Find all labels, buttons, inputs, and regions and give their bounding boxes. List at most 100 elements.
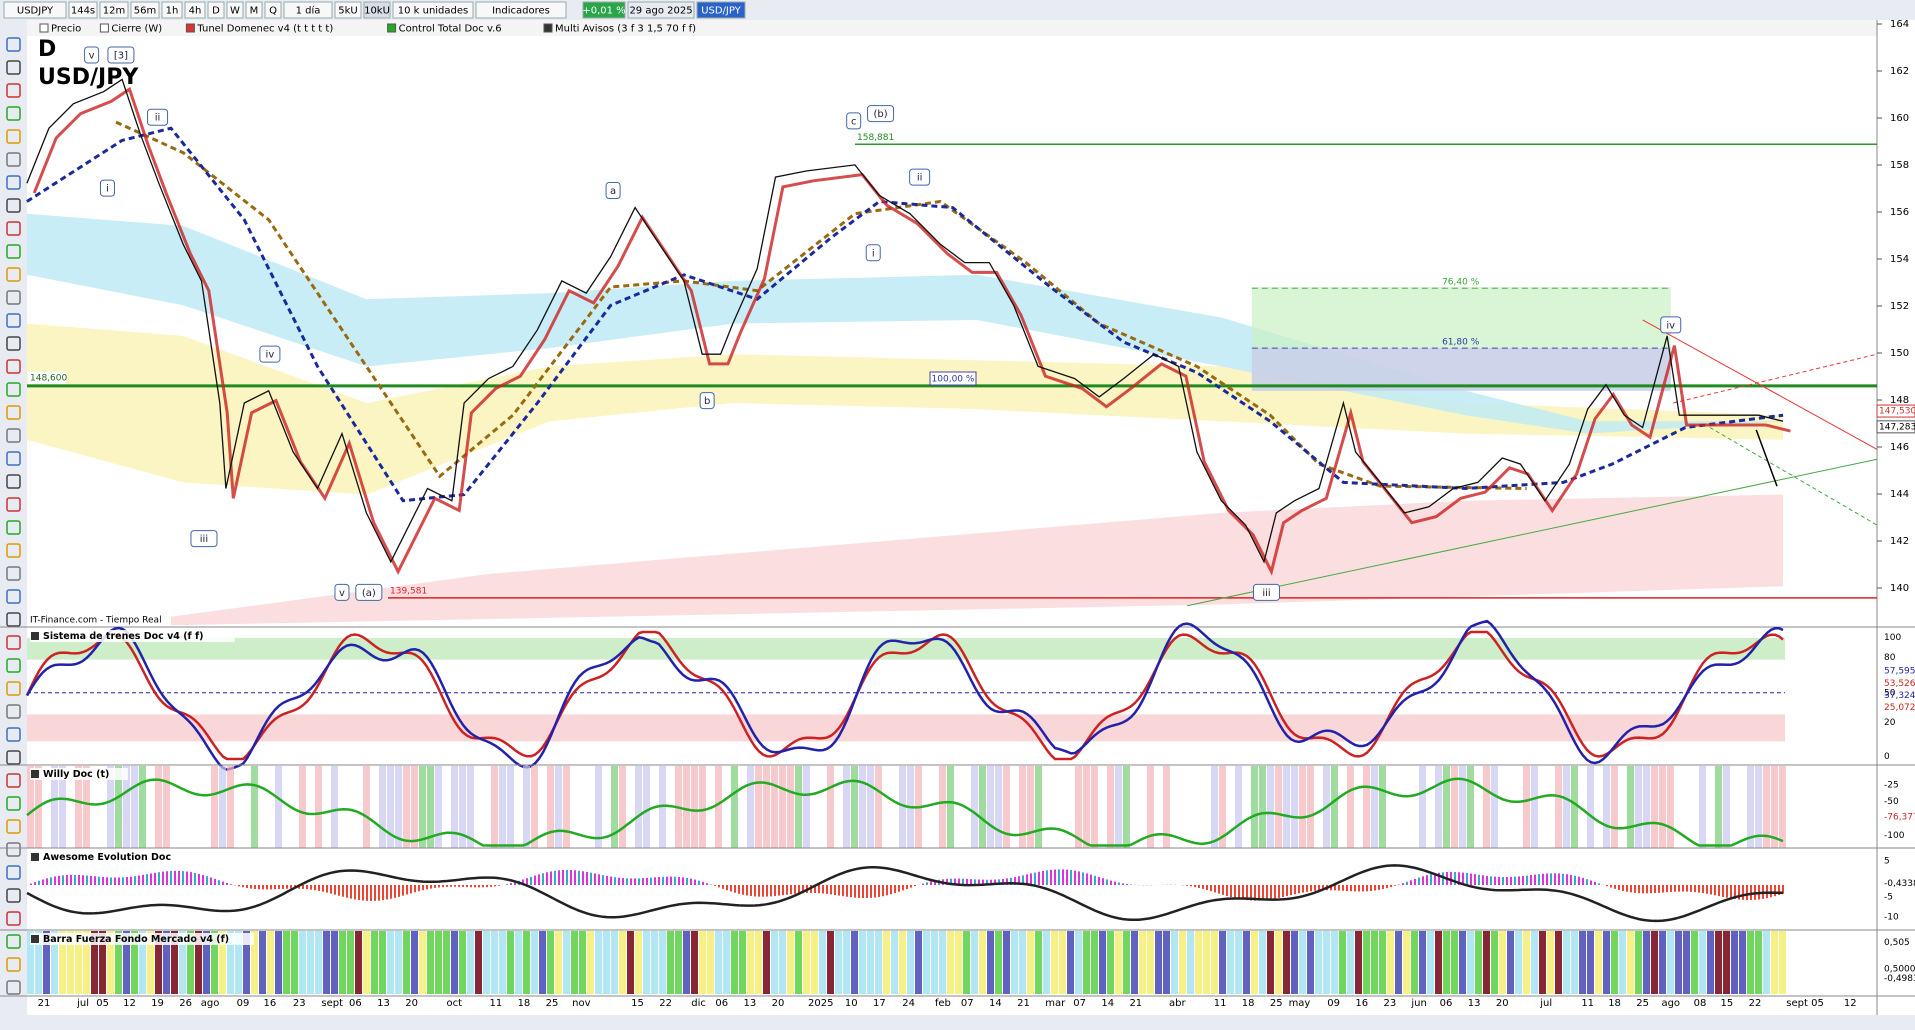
toolbar-label[interactable]: D (212, 6, 220, 17)
toolbar-button[interactable] (207, 1, 225, 19)
tool-icon[interactable] (6, 543, 21, 558)
tool-icon[interactable] (6, 405, 21, 420)
toolbar-button[interactable] (3, 1, 67, 19)
bar-strip (907, 931, 914, 994)
tool-icon[interactable] (6, 704, 21, 719)
tool-icon[interactable] (6, 83, 21, 98)
tool-icon[interactable] (6, 336, 21, 351)
toolbar-button[interactable] (363, 1, 391, 19)
tool-icon[interactable] (6, 612, 21, 627)
tool-icon[interactable] (6, 911, 21, 926)
toolbar-button[interactable] (184, 1, 206, 19)
panel-icon[interactable] (31, 632, 39, 640)
toolbar-button[interactable] (582, 1, 626, 19)
tool-icon[interactable] (6, 313, 21, 328)
tool-icon[interactable] (6, 796, 21, 811)
legend-swatch[interactable] (39, 23, 49, 33)
toolbar-button[interactable] (264, 1, 282, 19)
legend-swatch[interactable] (387, 23, 397, 33)
tool-icon[interactable] (6, 957, 21, 972)
bar-strip (1187, 931, 1194, 994)
panel-icon[interactable] (31, 853, 39, 861)
toolbar-label[interactable]: USD/JPY (701, 6, 741, 17)
toolbar-label[interactable]: 10kU (364, 6, 390, 17)
toolbar-label[interactable]: 10 k unidades (398, 6, 469, 17)
tool-icon[interactable] (6, 566, 21, 581)
toolbar-label[interactable]: 5kU (338, 6, 357, 17)
toolbar-button[interactable] (392, 1, 474, 19)
tool-icon[interactable] (6, 520, 21, 535)
toolbar-button[interactable] (627, 1, 695, 19)
tool-icon[interactable] (6, 589, 21, 604)
legend-entry[interactable]: Multi Avisos (3 f 3 1,5 70 f f) (555, 24, 696, 35)
bar-strip (1675, 931, 1682, 994)
bar-strip (1451, 766, 1458, 848)
tool-icon[interactable] (6, 244, 21, 259)
toolbar-button[interactable] (226, 1, 244, 19)
tool-icon[interactable] (6, 60, 21, 75)
legend-swatch[interactable] (99, 23, 109, 33)
legend-swatch[interactable] (543, 23, 553, 33)
legend-entry[interactable]: Tunel Domenec v4 (t t t t t) (196, 24, 333, 35)
tool-icon[interactable] (6, 658, 21, 673)
tool-icon[interactable] (6, 198, 21, 213)
tool-icon[interactable] (6, 382, 21, 397)
toolbar-label[interactable]: 1 día (296, 5, 321, 17)
toolbar-label[interactable]: W (230, 6, 240, 17)
toolbar-button[interactable] (334, 1, 362, 19)
toolbar-label[interactable]: 56m (134, 6, 156, 17)
toolbar-label[interactable]: 4h (189, 6, 202, 17)
tool-icon[interactable] (6, 888, 21, 903)
toolbar-label[interactable]: Q (269, 6, 277, 17)
tool-icon[interactable] (6, 727, 21, 742)
panel-icon[interactable] (31, 935, 39, 943)
tool-icon[interactable] (6, 290, 21, 305)
x-tick-label: 18 (1242, 998, 1255, 1009)
tool-icon[interactable] (6, 819, 21, 834)
tool-icon[interactable] (6, 129, 21, 144)
toolbar-button[interactable] (99, 1, 129, 19)
last-price-tag (1876, 420, 1915, 434)
toolbar-button[interactable] (696, 1, 746, 19)
legend-entry[interactable]: Precio (51, 24, 81, 35)
tool-icon[interactable] (6, 106, 21, 121)
tool-icon[interactable] (6, 635, 21, 650)
tool-icon[interactable] (6, 221, 21, 236)
tool-icon[interactable] (6, 451, 21, 466)
oscillator (26, 864, 1784, 923)
tool-icon[interactable] (6, 152, 21, 167)
toolbar-label[interactable]: M (250, 6, 259, 17)
tool-icon[interactable] (6, 980, 21, 995)
legend-entry[interactable]: Cierre (W) (111, 24, 162, 35)
tool-icon[interactable] (6, 497, 21, 512)
toolbar-label[interactable]: 1h (166, 6, 179, 17)
toolbar-button[interactable] (245, 1, 263, 19)
tool-icon[interactable] (6, 865, 21, 880)
tool-icon[interactable] (6, 359, 21, 374)
tool-icon[interactable] (6, 842, 21, 857)
toolbar-button[interactable] (68, 1, 98, 19)
tool-icon[interactable] (6, 175, 21, 190)
tool-icon[interactable] (6, 773, 21, 788)
toolbar-label[interactable]: Indicadores (492, 6, 550, 17)
toolbar-label[interactable]: USDJPY (17, 6, 54, 17)
toolbar-button[interactable] (130, 1, 160, 19)
tool-icon[interactable] (6, 681, 21, 696)
toolbar-label[interactable]: 29 ago 2025 (629, 6, 692, 17)
tool-icon[interactable] (6, 428, 21, 443)
legend-entry[interactable]: Control Total Doc v.6 (399, 24, 502, 35)
tool-icon[interactable] (6, 267, 21, 282)
toolbar-button[interactable] (475, 1, 567, 19)
panel-icon[interactable] (31, 770, 39, 778)
toolbar-button[interactable] (161, 1, 183, 19)
tool-icon[interactable] (6, 474, 21, 489)
tool-icon[interactable] (6, 934, 21, 949)
toolbar-label[interactable]: 144s (71, 6, 95, 17)
toolbar-label[interactable]: +0,01 % (582, 6, 625, 17)
tool-icon[interactable] (6, 37, 21, 52)
legend-swatch[interactable] (185, 23, 195, 33)
toolbar-label[interactable]: 12m (103, 6, 125, 17)
bar-strip (411, 766, 418, 848)
toolbar-button[interactable] (283, 1, 333, 19)
tool-icon[interactable] (6, 750, 21, 765)
